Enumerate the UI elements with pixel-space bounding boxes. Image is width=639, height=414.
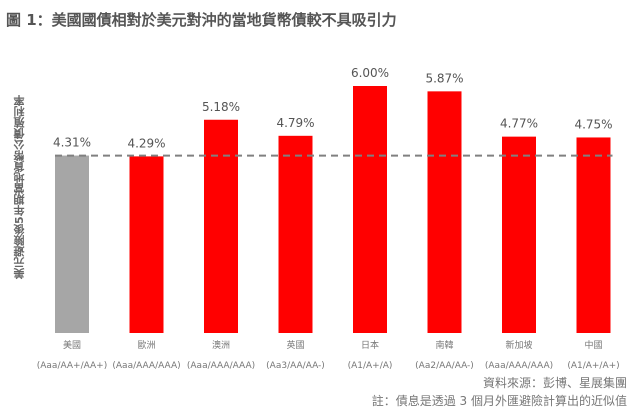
footnote: 註：債息是透過 3 個月外匯避險計算出的近似值 — [371, 394, 627, 408]
rating-label: (Aa3/AA/AA-) — [266, 361, 325, 371]
rating-label: (Aa2/AA/AA-) — [415, 361, 474, 371]
bar-1 — [55, 155, 89, 333]
rating-label: (Aaa/AA+/AA+) — [37, 361, 107, 371]
category-label: 南韓 — [435, 339, 453, 351]
rating-label: (A1/A+/A) — [348, 361, 393, 371]
bar-3 — [204, 119, 238, 333]
category-label: 英國 — [286, 339, 304, 351]
category-labels-group: 美國 (Aaa/AA+/AA+) 歐洲 (Aaa/AAA/AAA) 澳洲 (Aaa/AAA… — [37, 339, 620, 371]
bar-7 — [502, 136, 536, 333]
bar-6 — [427, 91, 462, 333]
value-label: 4.79% — [276, 116, 314, 130]
value-label: 4.29% — [127, 136, 165, 150]
bars-group — [55, 86, 611, 333]
rating-label: (A1/A+/A+) — [567, 361, 619, 371]
bar-5 — [353, 86, 387, 333]
category-label: 澳洲 — [212, 339, 230, 351]
category-label: 日本 — [361, 339, 379, 351]
bar-2 — [129, 156, 164, 333]
rating-label: (Aaa/AAA/AAA) — [187, 361, 255, 371]
value-label: 5.87% — [425, 71, 463, 85]
value-labels-group: 4.31% 4.29% 5.18% 4.79% 6.00% 5.87% 4.77% 4.75% — [53, 66, 613, 150]
source-note: 資料來源：彭博、星展集團 — [482, 376, 627, 390]
category-label: 新加坡 — [505, 339, 532, 351]
category-label: 中國 — [584, 339, 602, 351]
bar-8 — [576, 137, 611, 333]
value-label: 6.00% — [351, 66, 389, 80]
value-label: 4.75% — [574, 117, 612, 131]
chart-title: 圖 1：美國國債相對於美元對沖的當地貨幣債較不具吸引力 — [6, 11, 397, 29]
value-label: 5.18% — [202, 100, 240, 114]
value-label: 4.77% — [500, 117, 538, 131]
rating-label: (Aaa/AAA/AAA) — [485, 361, 553, 371]
value-label: 4.31% — [53, 136, 91, 150]
rating-label: (Aaa/AAA/AAA) — [112, 361, 180, 371]
category-label: 歐洲 — [137, 339, 155, 351]
category-label: 美國 — [63, 339, 81, 351]
bar-4 — [278, 135, 313, 333]
